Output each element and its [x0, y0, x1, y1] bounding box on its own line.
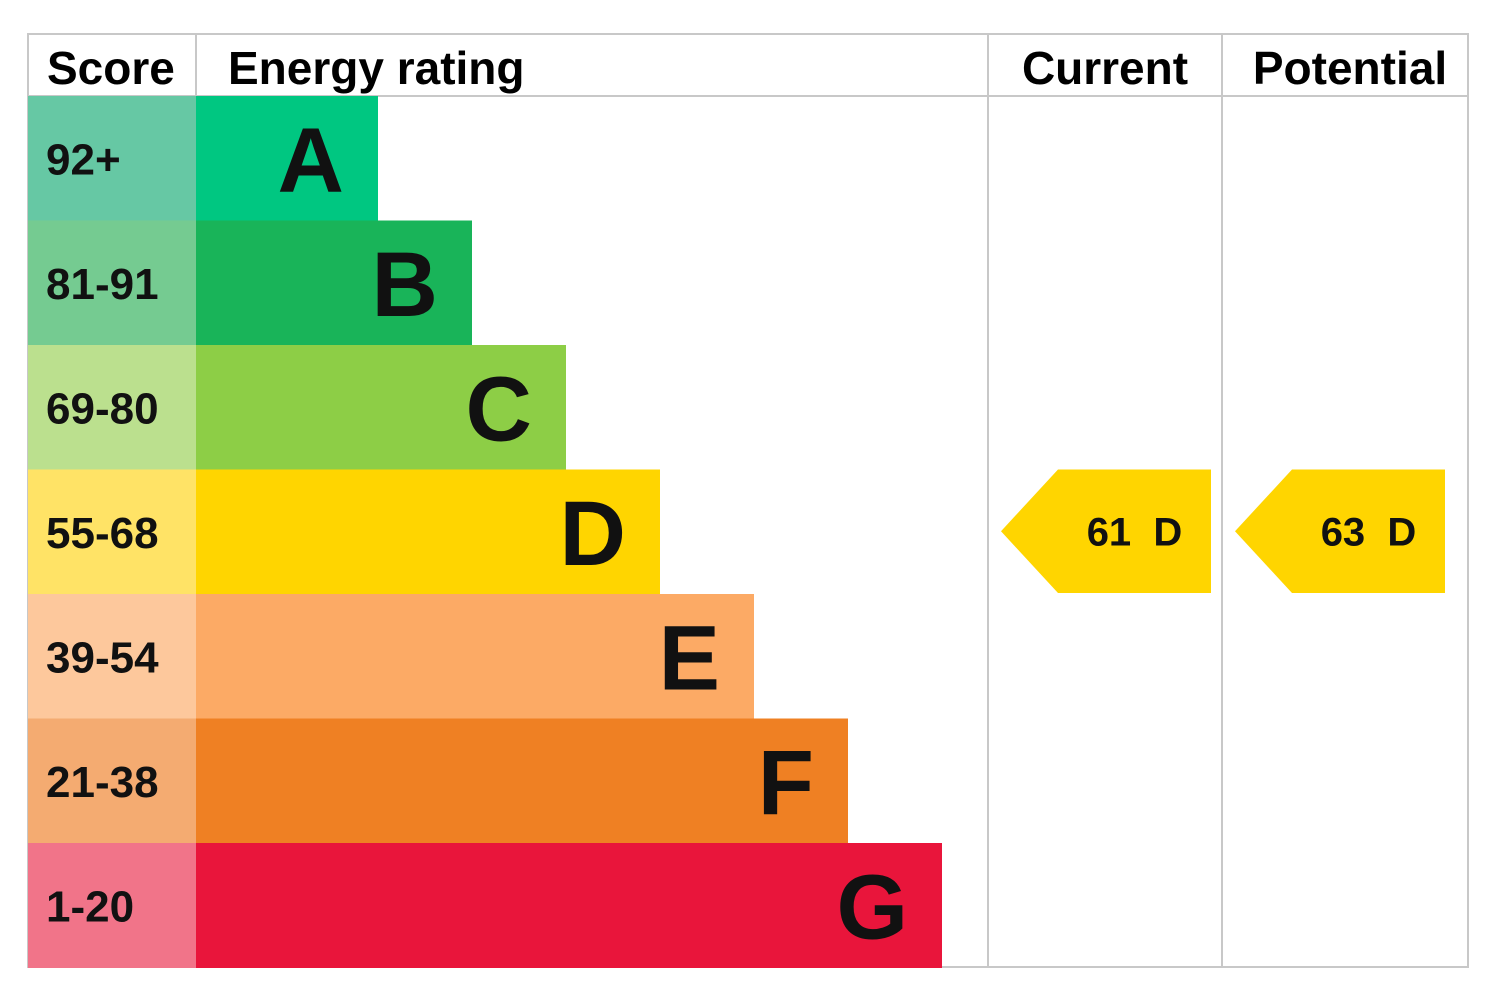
- band-letter-f: F: [758, 732, 814, 834]
- score-range-c: 69-80: [46, 384, 159, 433]
- energy-rating-header: Energy rating: [228, 42, 525, 94]
- potential-header: Potential: [1253, 42, 1447, 94]
- score-range-d: 55-68: [46, 509, 159, 558]
- score-cell-g: [28, 843, 196, 968]
- band-bar-f: [196, 718, 848, 844]
- score-cell-a: [28, 96, 196, 221]
- score-header: Score: [47, 42, 175, 94]
- potential-rating-value: 63 D: [1321, 510, 1417, 554]
- header-row: Score Energy rating Current Potential: [47, 42, 1447, 94]
- score-cell-c: [28, 345, 196, 470]
- band-letter-d: D: [560, 483, 626, 585]
- band-letter-a: A: [278, 109, 344, 211]
- band-bar-c: [196, 345, 566, 470]
- rating-bands: 92+ A 81-91 B 69-80 C 55-68 D 39-54 E 21-38 F 1-20 G: [28, 96, 942, 968]
- score-cell-f: [28, 718, 196, 844]
- potential-rating-arrow: [1235, 469, 1445, 593]
- band-bar-a: [196, 96, 378, 221]
- band-letter-g: G: [836, 856, 908, 958]
- band-letter-e: E: [659, 607, 720, 709]
- score-range-a: 92+: [46, 135, 121, 184]
- score-range-g: 1-20: [46, 882, 134, 931]
- rating-markers: 61 D 63 D: [1001, 469, 1445, 593]
- band-bar-d: [196, 469, 660, 595]
- score-cell-d: [28, 469, 196, 595]
- score-cell-b: [28, 220, 196, 346]
- score-range-e: 39-54: [46, 633, 159, 682]
- band-letter-b: B: [372, 234, 438, 336]
- band-bar-g: [196, 843, 942, 968]
- score-range-b: 81-91: [46, 260, 159, 309]
- current-rating-arrow: [1001, 469, 1211, 593]
- score-range-f: 21-38: [46, 758, 159, 807]
- band-letter-c: C: [466, 358, 532, 460]
- band-bar-e: [196, 594, 754, 719]
- current-header: Current: [1022, 42, 1188, 94]
- score-cell-e: [28, 594, 196, 719]
- band-bar-b: [196, 220, 472, 346]
- current-rating-value: 61 D: [1087, 510, 1183, 554]
